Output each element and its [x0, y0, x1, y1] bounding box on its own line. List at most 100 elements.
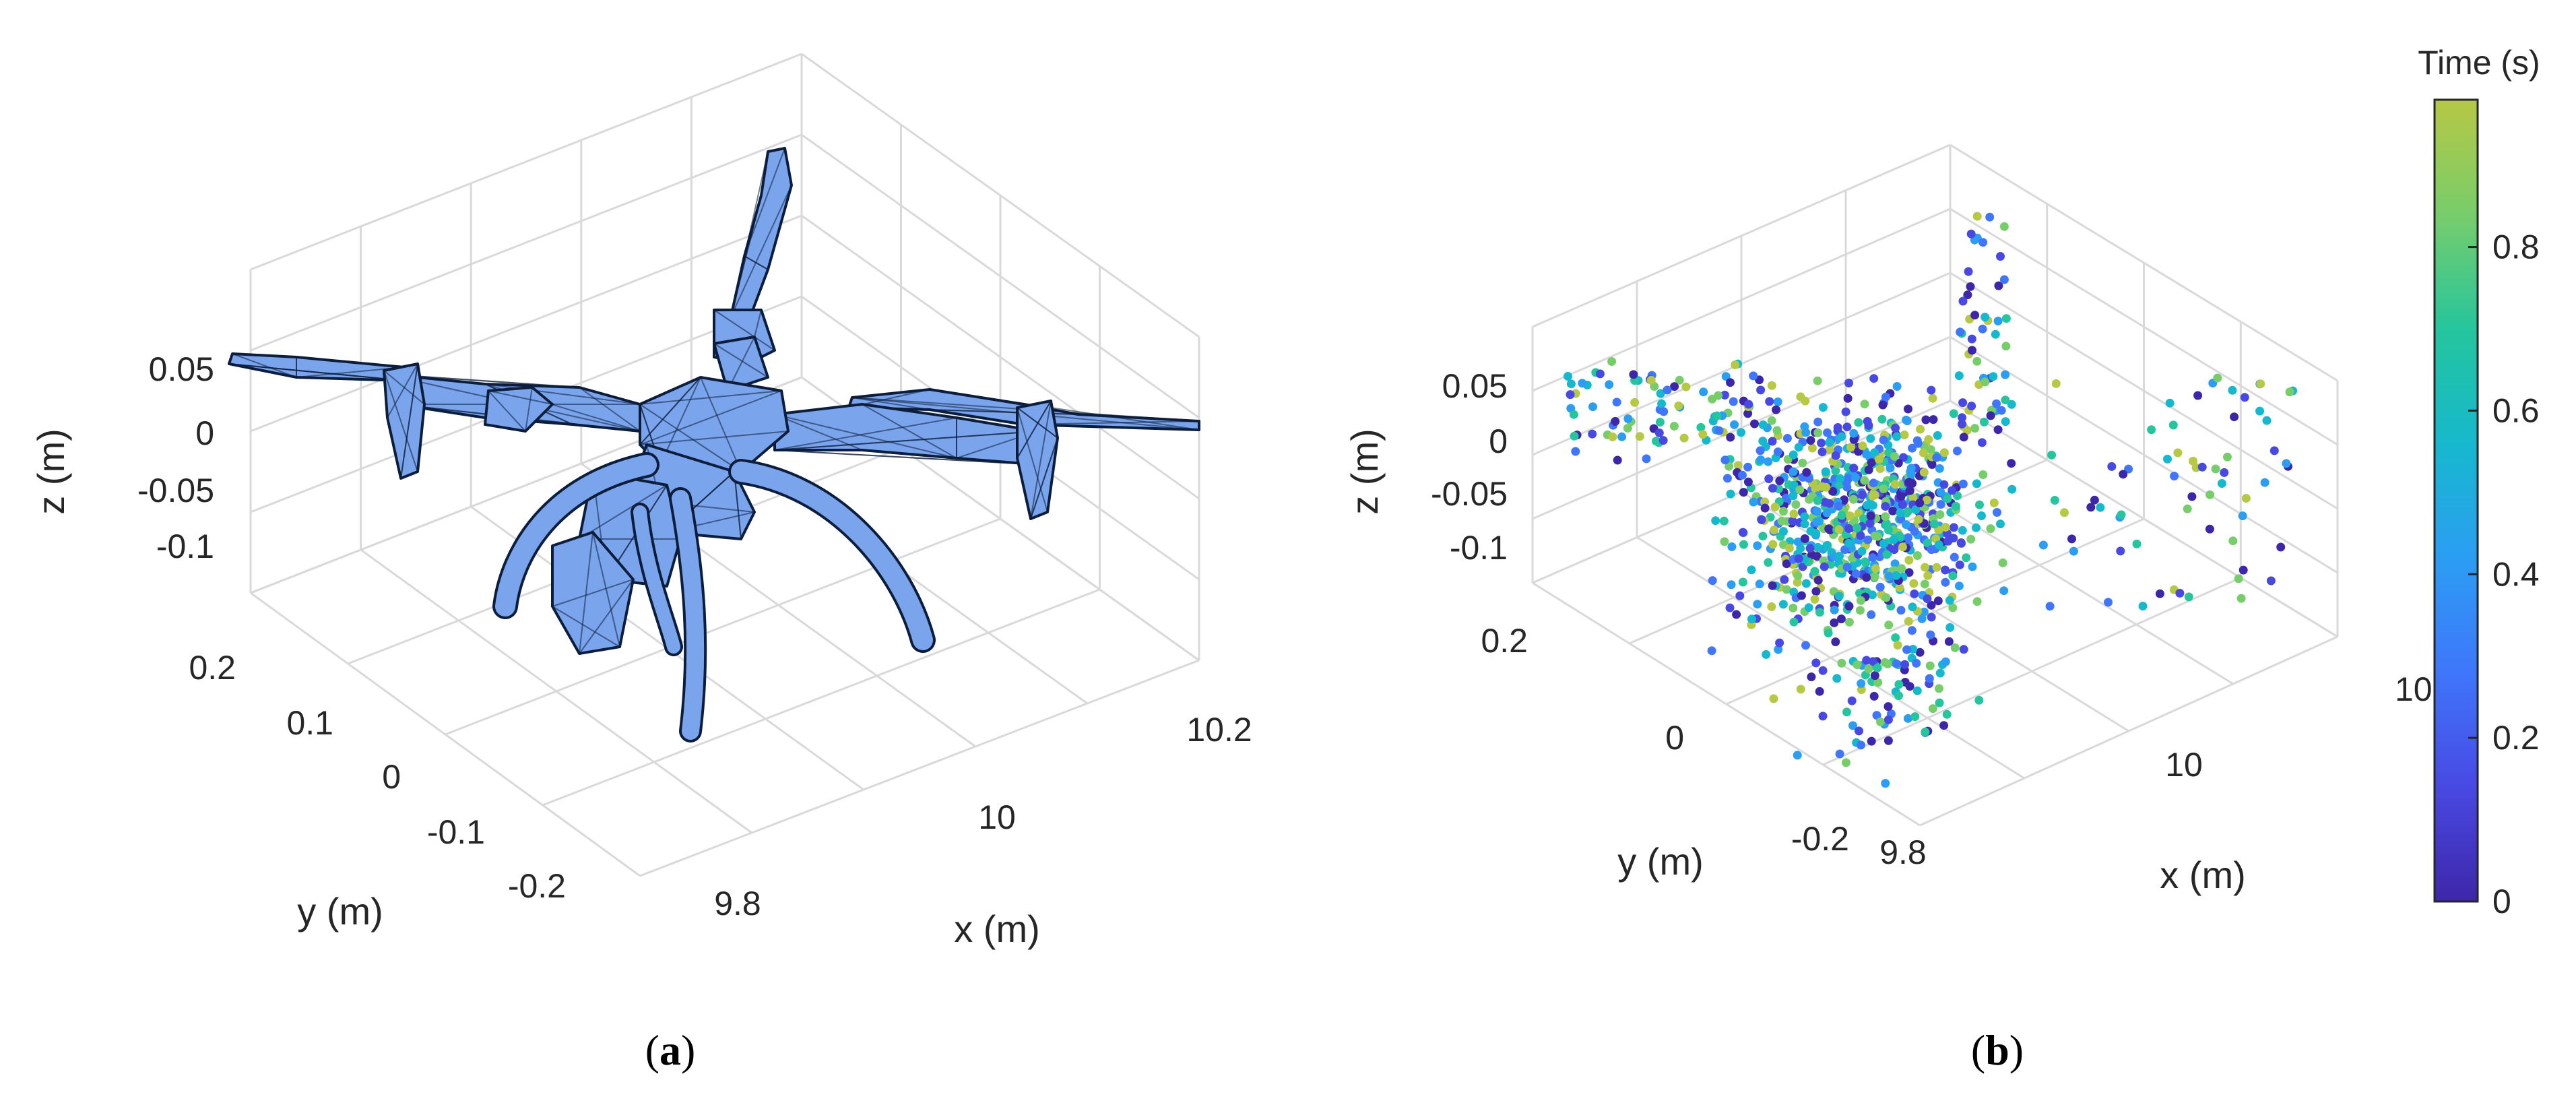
scatter-point: [1657, 399, 1667, 408]
scatter-point: [1844, 602, 1854, 611]
scatter-point: [1851, 569, 1861, 579]
scatter-point: [1708, 576, 1717, 586]
scatter-point: [1578, 379, 1587, 388]
scatter-point: [1698, 430, 1708, 439]
scatter-point: [1749, 371, 1758, 381]
mesh-edge: [639, 404, 742, 472]
scatter-point: [1908, 479, 1917, 488]
scatter-point: [1862, 573, 1871, 582]
scatter-point: [1882, 550, 1892, 559]
scatter-point: [1869, 374, 1879, 383]
mesh-edge: [761, 309, 775, 351]
colorbar-tick-label: 0.4: [2492, 555, 2540, 593]
scatter-point: [1780, 575, 1789, 584]
panel-b-y-axis-label: y (m): [1617, 840, 1704, 883]
scatter-point: [1778, 600, 1788, 609]
scatter-point: [1890, 452, 1899, 461]
scatter-point: [1835, 749, 1844, 759]
scatter-point: [1775, 476, 1784, 486]
scatter-point: [1635, 432, 1644, 441]
scatter-point: [1870, 491, 1879, 500]
scatter-point: [1875, 582, 1885, 592]
scatter-point: [1870, 448, 1879, 457]
scatter-point: [1874, 455, 1883, 464]
grid-line: [801, 53, 1200, 338]
scatter-point: [2205, 524, 2214, 534]
scatter-point: [1936, 487, 1945, 497]
grid-line: [1950, 400, 2338, 638]
scatter-point: [1789, 617, 1799, 627]
scatter-point: [1750, 419, 1759, 429]
scatter-point: [1794, 554, 1803, 563]
scatter-point: [1770, 526, 1779, 535]
scatter-point: [1897, 564, 1906, 573]
scatter-point: [1707, 646, 1716, 656]
scatter-point: [1813, 417, 1823, 426]
scatter-point: [1669, 422, 1679, 431]
scatter-point: [1782, 559, 1791, 569]
scatter-point: [1793, 571, 1803, 581]
scatter-point: [1789, 491, 1798, 501]
scatter-point: [1758, 532, 1768, 541]
scatter-point: [1825, 445, 1834, 454]
scatter-point: [1912, 436, 1922, 445]
scatter-point: [2067, 534, 2076, 544]
scatter-point: [1762, 650, 1771, 659]
grid-line: [445, 517, 1001, 736]
landing-leg-front-left: [495, 455, 657, 616]
scatter-point: [1892, 659, 1901, 668]
scatter-point: [1588, 402, 1597, 412]
mesh-edge: [400, 363, 418, 479]
scatter-point: [1914, 515, 1923, 524]
grid-line: [801, 133, 1200, 419]
scatter-point: [1623, 414, 1633, 423]
scatter-point: [1566, 379, 1576, 389]
scatter-point: [1768, 581, 1777, 590]
scatter-point: [1642, 454, 1651, 464]
scatter-point: [1767, 416, 1776, 425]
scatter-point: [1951, 501, 1960, 511]
scatter-point: [1950, 643, 1960, 652]
scatter-point: [1749, 497, 1758, 507]
mesh-edge: [400, 471, 418, 479]
scatter-point: [1873, 532, 1882, 541]
scatter-point: [2163, 454, 2172, 464]
scatter-point: [1898, 542, 1907, 552]
scatter-point: [1904, 555, 1914, 565]
scatter-point: [1972, 356, 1982, 366]
scatter-point: [1959, 433, 1968, 442]
mesh-edge: [1030, 437, 1058, 519]
scatter-point: [1607, 357, 1617, 366]
scatter-point: [1927, 600, 1936, 610]
mesh-edge: [767, 185, 792, 270]
mesh-edge: [929, 389, 1200, 431]
scatter-point: [1949, 409, 1958, 418]
scatter-point: [1943, 536, 1953, 546]
scatter-point: [1801, 428, 1811, 437]
mesh-edge: [552, 606, 620, 647]
scatter-point: [1967, 402, 1976, 411]
scatter-point: [1721, 372, 1731, 381]
z-tick-label: 0: [1489, 422, 1508, 460]
scatter-point: [1927, 460, 1937, 469]
scatter-point: [1747, 565, 1756, 575]
mesh-edge: [383, 370, 388, 418]
scatter-point: [1722, 474, 1732, 483]
mesh-edge: [740, 511, 755, 540]
scatter-point: [1866, 434, 1875, 443]
scatter-point: [1941, 657, 1950, 666]
panel-b-y-ticks: 0.2 0 -0.2: [1481, 622, 1849, 858]
scatter-point: [1948, 571, 1958, 581]
scatter-point: [1920, 579, 1929, 589]
scatter-point: [1753, 600, 1762, 609]
panel-b-x-axis-label: x (m): [2160, 854, 2246, 896]
mesh-edge: [639, 390, 782, 445]
scatter-point: [1896, 492, 1906, 501]
scatter-point: [1905, 486, 1914, 495]
scatter-point: [1968, 346, 1976, 355]
scatter-point: [1912, 551, 1922, 560]
scatter-point: [1629, 370, 1638, 379]
scatter-point: [2060, 508, 2069, 517]
scatter-point: [1779, 527, 1788, 536]
